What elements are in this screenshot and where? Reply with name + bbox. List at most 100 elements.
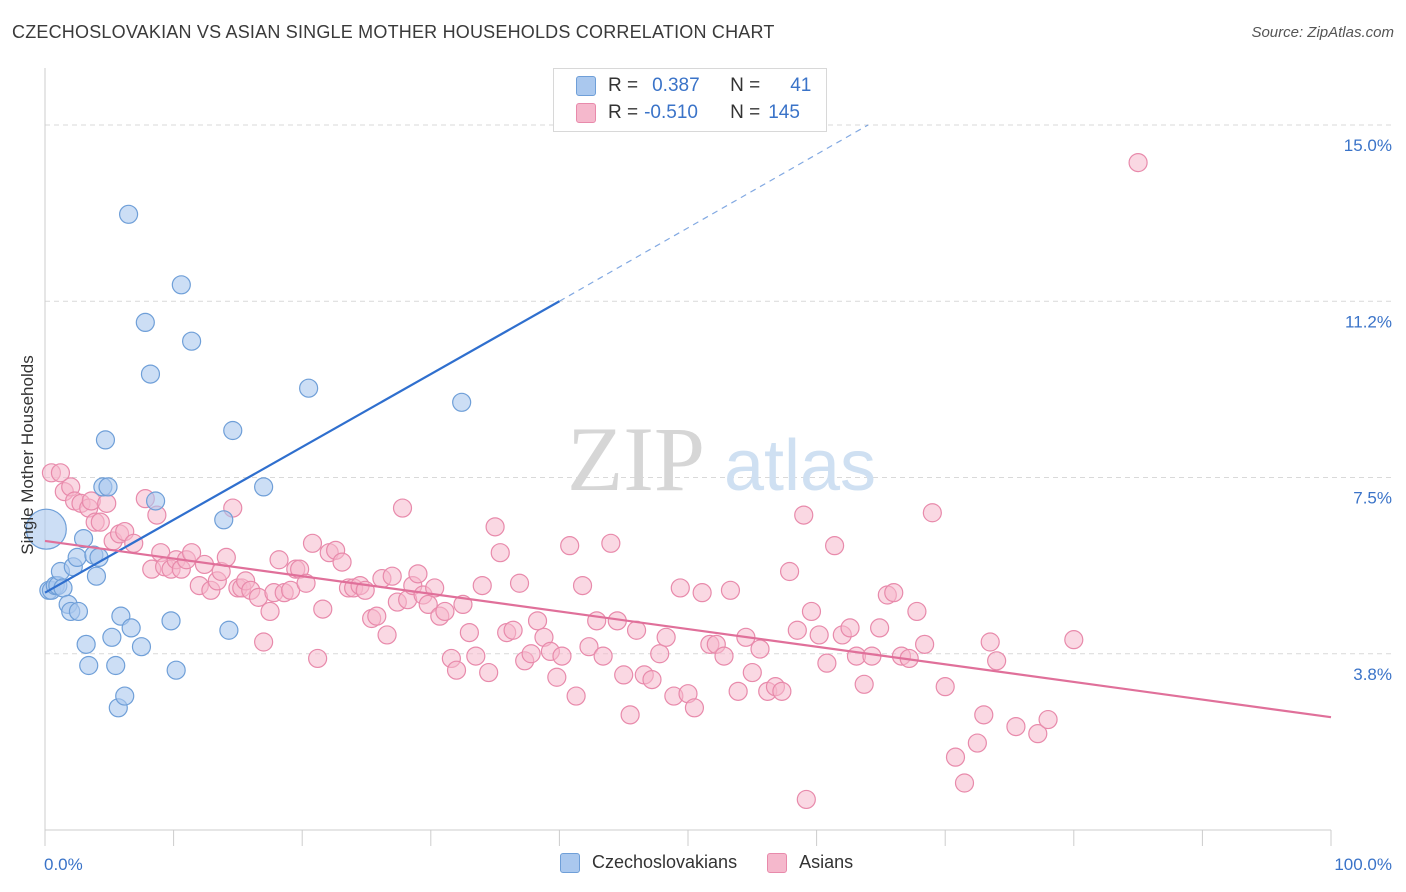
data-point-czechoslovakians bbox=[79, 655, 99, 676]
data-point-asians bbox=[980, 632, 1000, 652]
y-tick-label: 15.0% bbox=[1344, 136, 1392, 155]
data-point-asians bbox=[485, 517, 505, 537]
legend-swatch-blue bbox=[576, 76, 596, 96]
data-point-asians bbox=[382, 566, 402, 586]
chart-title: CZECHOSLOVAKIAN VS ASIAN SINGLE MOTHER H… bbox=[12, 22, 775, 42]
data-point-czechoslovakians bbox=[98, 477, 118, 497]
data-point-asians bbox=[1128, 153, 1148, 173]
data-point-asians bbox=[907, 601, 927, 622]
data-point-czechoslovakians bbox=[254, 477, 274, 497]
data-point-asians bbox=[915, 634, 935, 654]
data-point-czechoslovakians bbox=[223, 420, 243, 441]
data-point-asians bbox=[459, 622, 479, 643]
data-point-asians bbox=[521, 644, 541, 664]
data-point-asians bbox=[566, 686, 586, 706]
data-point-asians bbox=[527, 611, 548, 631]
legend-label: Asians bbox=[799, 852, 854, 872]
r-label: R = bbox=[608, 102, 639, 123]
data-point-asians bbox=[742, 662, 762, 683]
data-point-asians bbox=[479, 662, 499, 683]
data-point-asians bbox=[840, 618, 860, 638]
data-point-asians bbox=[472, 575, 492, 596]
data-point-asians bbox=[367, 606, 387, 626]
data-point-asians bbox=[728, 681, 748, 701]
legend-swatch-blue bbox=[560, 852, 580, 873]
data-point-asians bbox=[1006, 716, 1026, 737]
data-point-asians bbox=[614, 665, 634, 685]
data-point-asians bbox=[50, 463, 71, 483]
data-point-czechoslovakians bbox=[118, 204, 139, 224]
data-point-asians bbox=[620, 705, 640, 725]
legend-label: Czechoslovakians bbox=[592, 852, 738, 872]
data-point-czechoslovakians bbox=[76, 634, 96, 654]
n-label: N = bbox=[730, 102, 761, 123]
data-point-czechoslovakians bbox=[214, 510, 234, 530]
y-tick-label: 7.5% bbox=[1353, 489, 1392, 508]
legend-item-asians[interactable]: Asians bbox=[767, 852, 853, 873]
y-tick-label: 3.8% bbox=[1353, 665, 1392, 684]
data-point-asians bbox=[552, 646, 572, 666]
data-point-asians bbox=[490, 543, 510, 563]
data-point-asians bbox=[787, 620, 807, 640]
data-point-asians bbox=[670, 578, 690, 598]
data-point-asians bbox=[313, 599, 333, 619]
x-tick-label: 100.0% bbox=[1334, 855, 1392, 874]
trend-lines bbox=[44, 124, 1332, 719]
data-point-czechoslovakians bbox=[171, 275, 191, 295]
r-value: -0.510 bbox=[644, 102, 698, 123]
data-point-asians bbox=[408, 564, 428, 584]
data-point-czechoslovakians bbox=[145, 491, 166, 511]
data-point-asians bbox=[801, 601, 822, 622]
r-label: R = bbox=[608, 75, 639, 96]
series-asians-points bbox=[41, 153, 1148, 810]
data-point-czechoslovakians bbox=[140, 364, 161, 384]
data-point-asians bbox=[954, 773, 975, 793]
data-point-asians bbox=[714, 646, 734, 666]
n-value: 41 bbox=[790, 75, 812, 96]
data-point-czechoslovakians bbox=[452, 392, 472, 412]
data-point-czechoslovakians bbox=[161, 611, 181, 631]
data-point-asians bbox=[572, 575, 593, 596]
data-point-asians bbox=[884, 583, 904, 603]
data-point-asians bbox=[794, 505, 814, 525]
legend-row-czechoslovakians: R = 0.387 N = 41 bbox=[576, 74, 811, 98]
data-point-czechoslovakians bbox=[131, 637, 152, 657]
legend-item-czechoslovakians[interactable]: Czechoslovakians bbox=[560, 852, 737, 873]
data-point-asians bbox=[308, 648, 328, 669]
data-point-asians bbox=[425, 578, 445, 598]
data-point-asians bbox=[90, 512, 110, 532]
data-point-czechoslovakians bbox=[219, 620, 239, 640]
data-point-asians bbox=[825, 536, 845, 556]
data-point-asians bbox=[332, 552, 352, 572]
watermark-atlas: atlas bbox=[724, 426, 876, 506]
legend-row-asians: R = -0.510 N = 145 bbox=[576, 101, 800, 125]
data-point-czechoslovakians bbox=[106, 655, 126, 676]
n-value: 145 bbox=[768, 102, 800, 123]
data-point-asians bbox=[269, 550, 289, 570]
data-point-czechoslovakians bbox=[182, 331, 202, 351]
data-point-asians bbox=[260, 601, 280, 622]
data-point-asians bbox=[967, 733, 987, 753]
data-point-asians bbox=[593, 646, 613, 666]
data-point-asians bbox=[392, 498, 413, 518]
data-point-asians bbox=[377, 625, 397, 645]
y-axis-label: Single Mother Households bbox=[18, 355, 37, 555]
data-point-asians bbox=[1038, 709, 1058, 730]
data-point-asians bbox=[935, 677, 955, 697]
series-czechoslovakians-points bbox=[25, 204, 472, 718]
data-point-asians bbox=[560, 536, 580, 556]
data-point-asians bbox=[809, 625, 829, 645]
data-point-asians bbox=[796, 789, 816, 810]
data-point-asians bbox=[296, 573, 316, 593]
data-point-asians bbox=[922, 503, 942, 523]
data-point-asians bbox=[97, 493, 117, 513]
data-point-asians bbox=[772, 681, 792, 701]
data-point-asians bbox=[642, 669, 662, 690]
y-tick-label: 11.2% bbox=[1345, 312, 1392, 331]
data-point-czechoslovakians bbox=[135, 312, 155, 332]
source-label: Source: ZipAtlas.com bbox=[1251, 24, 1394, 41]
data-point-asians bbox=[987, 651, 1007, 671]
data-point-asians bbox=[974, 705, 994, 725]
data-point-asians bbox=[302, 533, 323, 553]
